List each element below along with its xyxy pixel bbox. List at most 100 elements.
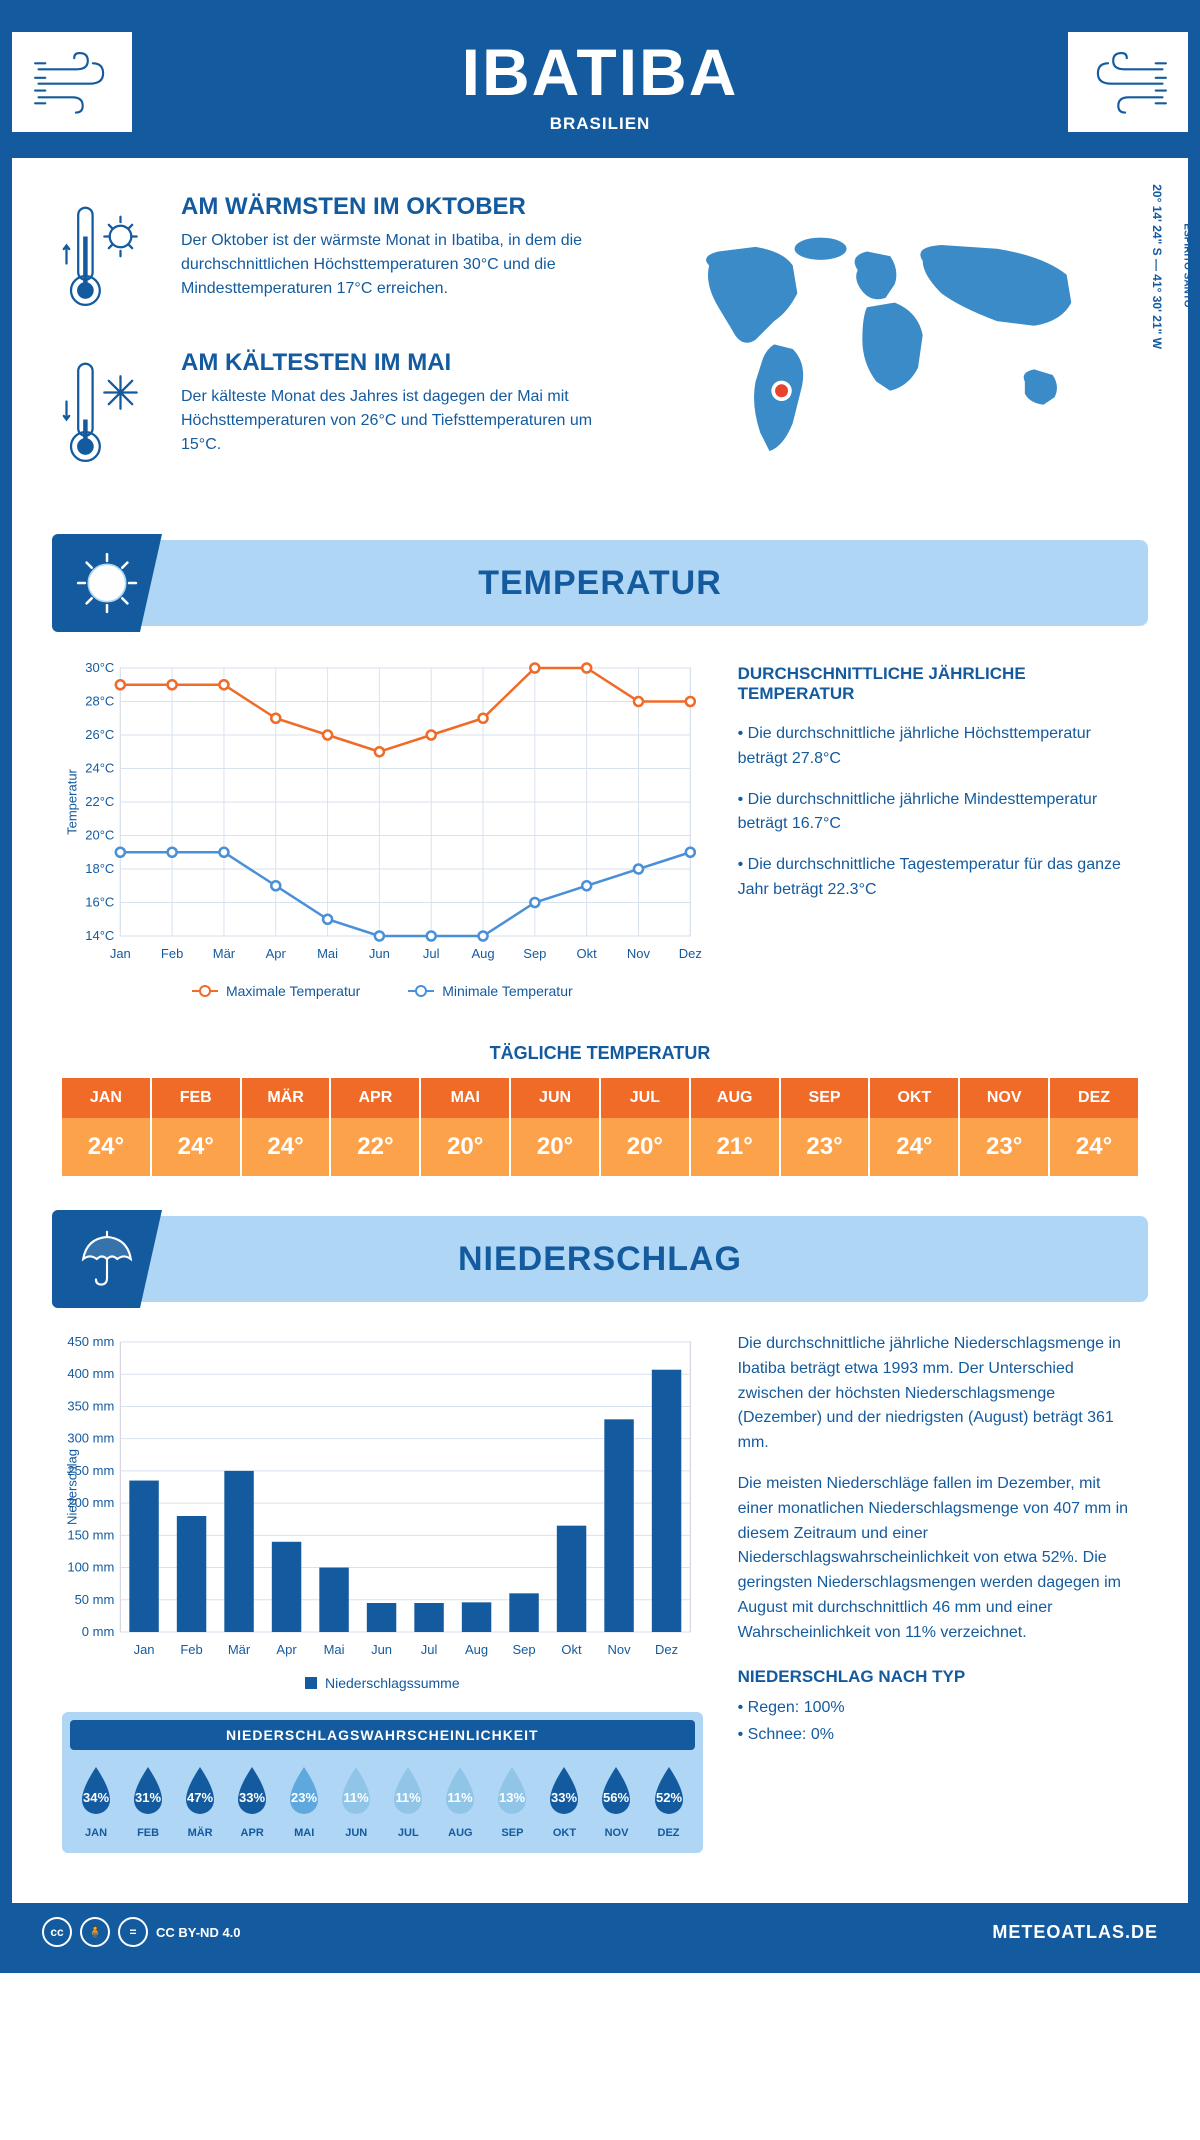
svg-text:Mär: Mär [228, 1642, 251, 1657]
precip-legend: Niederschlagssumme [62, 1675, 703, 1692]
svg-text:0 mm: 0 mm [82, 1624, 115, 1639]
daily-month: JUN [511, 1078, 601, 1118]
svg-text:28°C: 28°C [85, 694, 114, 709]
precip-p2: Die meisten Niederschläge fallen im Deze… [738, 1472, 1138, 1646]
precipitation-heading: NIEDERSCHLAG [458, 1240, 742, 1279]
warmest-text: Der Oktober ist der wärmste Monat in Iba… [181, 229, 598, 301]
temp-summary-title: DURCHSCHNITTLICHE JÄHRLICHE TEMPERATUR [738, 664, 1138, 704]
wind-icon-left [12, 32, 132, 132]
daily-month: OKT [870, 1078, 960, 1118]
temperature-heading: TEMPERATUR [478, 564, 722, 603]
probability-title: NIEDERSCHLAGSWAHRSCHEINLICHKEIT [70, 1720, 695, 1750]
svg-text:56%: 56% [603, 1790, 629, 1805]
svg-text:20°C: 20°C [85, 828, 114, 843]
daily-value: 23° [781, 1118, 871, 1176]
temp-bullet-3: • Die durchschnittliche Tagestemperatur … [738, 853, 1138, 903]
precipitation-section-header: NIEDERSCHLAG [52, 1216, 1148, 1302]
svg-text:33%: 33% [239, 1790, 265, 1805]
daily-value: 23° [960, 1118, 1050, 1176]
precip-p1: Die durchschnittliche jährliche Niedersc… [738, 1332, 1138, 1456]
svg-text:Apr: Apr [276, 1642, 297, 1657]
svg-text:30°C: 30°C [85, 660, 114, 675]
daily-month: MAI [421, 1078, 511, 1118]
precipitation-bar-chart: 0 mm50 mm100 mm150 mm200 mm250 mm300 mm3… [62, 1332, 703, 1662]
temp-bullet-2: • Die durchschnittliche jährliche Mindes… [738, 788, 1138, 838]
coldest-text: Der kälteste Monat des Jahres ist dagege… [181, 385, 598, 457]
svg-text:Jun: Jun [371, 1642, 392, 1657]
legend-max-label: Maximale Temperatur [226, 983, 360, 999]
daily-value: 21° [691, 1118, 781, 1176]
svg-text:400 mm: 400 mm [67, 1366, 114, 1381]
daily-month: JUL [601, 1078, 691, 1118]
intro-row: AM WÄRMSTEN IM OKTOBER Der Oktober ist d… [12, 158, 1188, 530]
daily-month: APR [331, 1078, 421, 1118]
svg-text:Nov: Nov [627, 946, 651, 961]
probability-drop: 52% DEZ [643, 1764, 695, 1839]
svg-text:11%: 11% [396, 1790, 422, 1805]
coldest-block: AM KÄLTESTEN IM MAI Der kälteste Monat d… [57, 349, 598, 475]
hero-header: IBATIBA BRASILIEN [12, 12, 1188, 158]
svg-text:Okt: Okt [561, 1642, 582, 1657]
daily-month: JAN [62, 1078, 152, 1118]
svg-text:Dez: Dez [679, 946, 702, 961]
world-map: ESPÍRITO SANTO 20° 14' 24" S — 41° 30' 2… [628, 193, 1143, 505]
umbrella-icon [52, 1210, 162, 1308]
svg-text:26°C: 26°C [85, 727, 114, 742]
nd-icon: = [118, 1917, 148, 1947]
daily-month: FEB [152, 1078, 242, 1118]
probability-drop: 11% JUL [382, 1764, 434, 1839]
temperature-line-chart: 14°C16°C18°C20°C22°C24°C26°C28°C30°CJanF… [62, 656, 703, 966]
svg-text:Dez: Dez [655, 1642, 678, 1657]
region-label: ESPÍRITO SANTO [1182, 224, 1193, 308]
svg-text:24°C: 24°C [85, 761, 114, 776]
svg-text:22°C: 22°C [85, 794, 114, 809]
daily-value: 20° [511, 1118, 601, 1176]
daily-month: MÄR [242, 1078, 332, 1118]
daily-value: 24° [62, 1118, 152, 1176]
daily-month: DEZ [1050, 1078, 1138, 1118]
svg-text:Feb: Feb [161, 946, 183, 961]
svg-text:Mai: Mai [317, 946, 338, 961]
page-frame: IBATIBA BRASILIEN AM WÄRMSTEN IM OKTOBER… [0, 0, 1200, 1973]
precip-summary: Die durchschnittliche jährliche Niedersc… [738, 1332, 1138, 1853]
svg-text:Sep: Sep [523, 946, 546, 961]
cc-icon: cc [42, 1917, 72, 1947]
daily-value: 24° [1050, 1118, 1138, 1176]
temperature-section-header: TEMPERATUR [52, 540, 1148, 626]
svg-text:Feb: Feb [180, 1642, 202, 1657]
temp-bullet-1: • Die durchschnittliche jährliche Höchst… [738, 722, 1138, 772]
probability-drop: 31% FEB [122, 1764, 174, 1839]
svg-text:11%: 11% [448, 1790, 474, 1805]
precip-type-2: • Schnee: 0% [738, 1723, 1138, 1748]
precip-type-title: NIEDERSCHLAG NACH TYP [738, 1664, 1138, 1690]
daily-temp-table: JANFEBMÄRAPRMAIJUNJULAUGSEPOKTNOVDEZ 24°… [62, 1078, 1138, 1176]
daily-value: 24° [242, 1118, 332, 1176]
thermometer-cold-icon [57, 349, 157, 475]
coldest-title: AM KÄLTESTEN IM MAI [181, 349, 598, 377]
wind-icon-right [1068, 32, 1188, 132]
svg-text:Nov: Nov [607, 1642, 631, 1657]
probability-drop: 47% MÄR [174, 1764, 226, 1839]
probability-drop: 11% AUG [434, 1764, 486, 1839]
svg-text:33%: 33% [551, 1790, 577, 1805]
probability-drop: 56% NOV [590, 1764, 642, 1839]
svg-text:23%: 23% [291, 1790, 317, 1805]
probability-drop: 33% OKT [538, 1764, 590, 1839]
svg-text:300 mm: 300 mm [67, 1431, 114, 1446]
probability-drop: 23% MAI [278, 1764, 330, 1839]
probability-drop: 34% JAN [70, 1764, 122, 1839]
daily-value: 24° [152, 1118, 242, 1176]
coordinates: 20° 14' 24" S — 41° 30' 21" W [1150, 184, 1164, 349]
svg-text:11%: 11% [344, 1790, 370, 1805]
daily-value: 20° [421, 1118, 511, 1176]
temperature-row: 14°C16°C18°C20°C22°C24°C26°C28°C30°CJanF… [12, 656, 1188, 1019]
temp-legend: Maximale Temperatur Minimale Temperatur [62, 979, 703, 999]
svg-text:18°C: 18°C [85, 861, 114, 876]
license-text: CC BY-ND 4.0 [156, 1925, 241, 1940]
svg-text:Aug: Aug [471, 946, 494, 961]
svg-text:Aug: Aug [465, 1642, 488, 1657]
temp-summary: DURCHSCHNITTLICHE JÄHRLICHE TEMPERATUR •… [738, 656, 1138, 999]
probability-drop: 33% APR [226, 1764, 278, 1839]
precipitation-row: 0 mm50 mm100 mm150 mm200 mm250 mm300 mm3… [12, 1332, 1188, 1873]
svg-text:Jan: Jan [110, 946, 131, 961]
